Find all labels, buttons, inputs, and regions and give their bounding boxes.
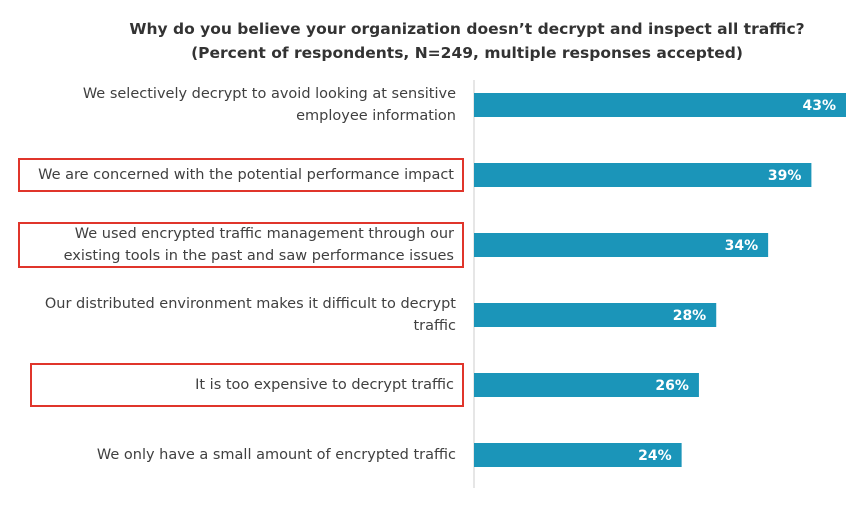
bar bbox=[474, 233, 769, 257]
value-label: 43% bbox=[802, 98, 836, 114]
category-label: Our distributed environment makes it dif… bbox=[44, 296, 456, 334]
bar bbox=[474, 93, 846, 117]
value-label: 24% bbox=[638, 448, 672, 464]
bar bbox=[474, 443, 682, 467]
value-label: 39% bbox=[768, 168, 802, 184]
chart-subtitle: (Percent of respondents, N=249, multiple… bbox=[191, 44, 743, 62]
value-label: 28% bbox=[673, 308, 707, 324]
bar bbox=[474, 303, 717, 327]
category-label: We are concerned with the potential perf… bbox=[18, 158, 464, 192]
category-label: We used encrypted traffic management thr… bbox=[18, 222, 464, 268]
category-label: We only have a small amount of encrypted… bbox=[96, 447, 456, 463]
category-label: It is too expensive to decrypt traffic bbox=[30, 363, 464, 407]
chart-title: Why do you believe your organization doe… bbox=[129, 20, 805, 38]
value-label: 34% bbox=[725, 238, 759, 254]
category-label: We selectively decrypt to avoid looking … bbox=[82, 86, 456, 124]
bar bbox=[474, 373, 699, 397]
bar bbox=[474, 163, 812, 187]
value-label: 26% bbox=[655, 378, 689, 394]
